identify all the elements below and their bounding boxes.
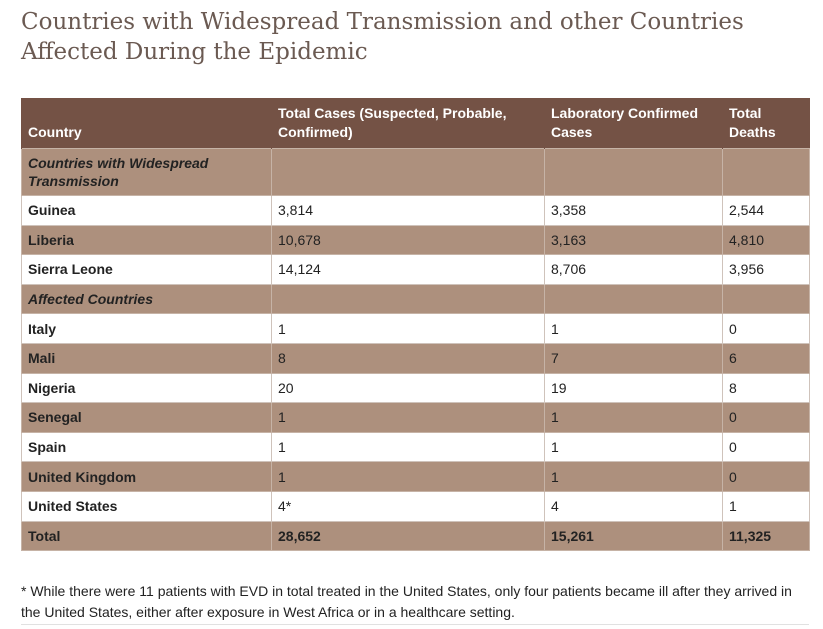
deaths-cell: 3,956 bbox=[722, 254, 810, 285]
country-cell: Mali bbox=[21, 342, 272, 374]
total-label: Total bbox=[21, 520, 272, 552]
lab-confirmed-cell: 1 bbox=[544, 313, 723, 344]
deaths-sum: 11,325 bbox=[722, 520, 810, 552]
lab-confirmed-cell: 3,163 bbox=[544, 224, 723, 256]
column-header-total-deaths: Total Deaths bbox=[722, 98, 810, 149]
divider bbox=[21, 624, 809, 625]
country-cell: Spain bbox=[21, 431, 272, 463]
table-row: Nigeria 20 19 8 bbox=[21, 372, 810, 404]
table-header-row: Country Total Cases (Suspected, Probable… bbox=[21, 98, 810, 149]
lab-confirmed-cell: 4 bbox=[544, 490, 723, 522]
column-header-country: Country bbox=[21, 98, 272, 149]
total-cases-cell: 14,124 bbox=[271, 254, 545, 285]
lab-confirmed-cell: 3,358 bbox=[544, 195, 723, 226]
total-cases-cell: 1 bbox=[271, 431, 545, 463]
table-row: Italy 1 1 0 bbox=[21, 313, 810, 344]
section-row-widespread: Countries with Widespread Transmission bbox=[21, 148, 810, 196]
country-cell: Sierra Leone bbox=[21, 254, 272, 285]
total-cases-cell: 8 bbox=[271, 342, 545, 374]
deaths-cell: 0 bbox=[722, 431, 810, 463]
total-cases-cell: 4* bbox=[271, 490, 545, 522]
table-row: Mali 8 7 6 bbox=[21, 342, 810, 374]
epidemic-table: Country Total Cases (Suspected, Probable… bbox=[21, 98, 810, 552]
table-row: Guinea 3,814 3,358 2,544 bbox=[21, 195, 810, 226]
country-cell: Liberia bbox=[21, 224, 272, 256]
total-cases-cell: 10,678 bbox=[271, 224, 545, 256]
page-title: Countries with Widespread Transmission a… bbox=[21, 9, 744, 65]
lab-confirmed-cell: 7 bbox=[544, 342, 723, 374]
total-cases-cell: 20 bbox=[271, 372, 545, 404]
country-cell: United States bbox=[21, 490, 272, 522]
table-row: Sierra Leone 14,124 8,706 3,956 bbox=[21, 254, 810, 285]
column-header-total-cases: Total Cases (Suspected, Probable, Confir… bbox=[271, 98, 545, 149]
deaths-cell: 1 bbox=[722, 490, 810, 522]
section-label: Affected Countries bbox=[21, 283, 272, 315]
section-row-affected: Affected Countries bbox=[21, 283, 810, 315]
lab-confirmed-cell: 1 bbox=[544, 402, 723, 433]
column-header-lab-confirmed: Laboratory Confirmed Cases bbox=[544, 98, 723, 149]
lab-confirmed-cell: 1 bbox=[544, 461, 723, 492]
deaths-cell: 8 bbox=[722, 372, 810, 404]
total-cases-cell: 3,814 bbox=[271, 195, 545, 226]
country-cell: Italy bbox=[21, 313, 272, 344]
deaths-cell: 4,810 bbox=[722, 224, 810, 256]
deaths-cell: 0 bbox=[722, 402, 810, 433]
lab-confirmed-cell: 8,706 bbox=[544, 254, 723, 285]
deaths-cell: 0 bbox=[722, 461, 810, 492]
total-cases-cell: 1 bbox=[271, 313, 545, 344]
country-cell: Senegal bbox=[21, 402, 272, 433]
lab-confirmed-sum: 15,261 bbox=[544, 520, 723, 552]
table-row: Liberia 10,678 3,163 4,810 bbox=[21, 224, 810, 256]
section-label: Countries with Widespread Transmission bbox=[21, 148, 272, 196]
table-row: Spain 1 1 0 bbox=[21, 431, 810, 463]
country-cell: United Kingdom bbox=[21, 461, 272, 492]
total-cases-cell: 1 bbox=[271, 461, 545, 492]
lab-confirmed-cell: 19 bbox=[544, 372, 723, 404]
deaths-cell: 0 bbox=[722, 313, 810, 344]
country-cell: Guinea bbox=[21, 195, 272, 226]
lab-confirmed-cell: 1 bbox=[544, 431, 723, 463]
total-row: Total 28,652 15,261 11,325 bbox=[21, 520, 810, 552]
deaths-cell: 6 bbox=[722, 342, 810, 374]
deaths-cell: 2,544 bbox=[722, 195, 810, 226]
total-cases-sum: 28,652 bbox=[271, 520, 545, 552]
country-cell: Nigeria bbox=[21, 372, 272, 404]
table-row: United States 4* 4 1 bbox=[21, 490, 810, 522]
table-row: Senegal 1 1 0 bbox=[21, 402, 810, 433]
footnote: * While there were 11 patients with EVD … bbox=[21, 583, 792, 620]
table-row: United Kingdom 1 1 0 bbox=[21, 461, 810, 492]
total-cases-cell: 1 bbox=[271, 402, 545, 433]
